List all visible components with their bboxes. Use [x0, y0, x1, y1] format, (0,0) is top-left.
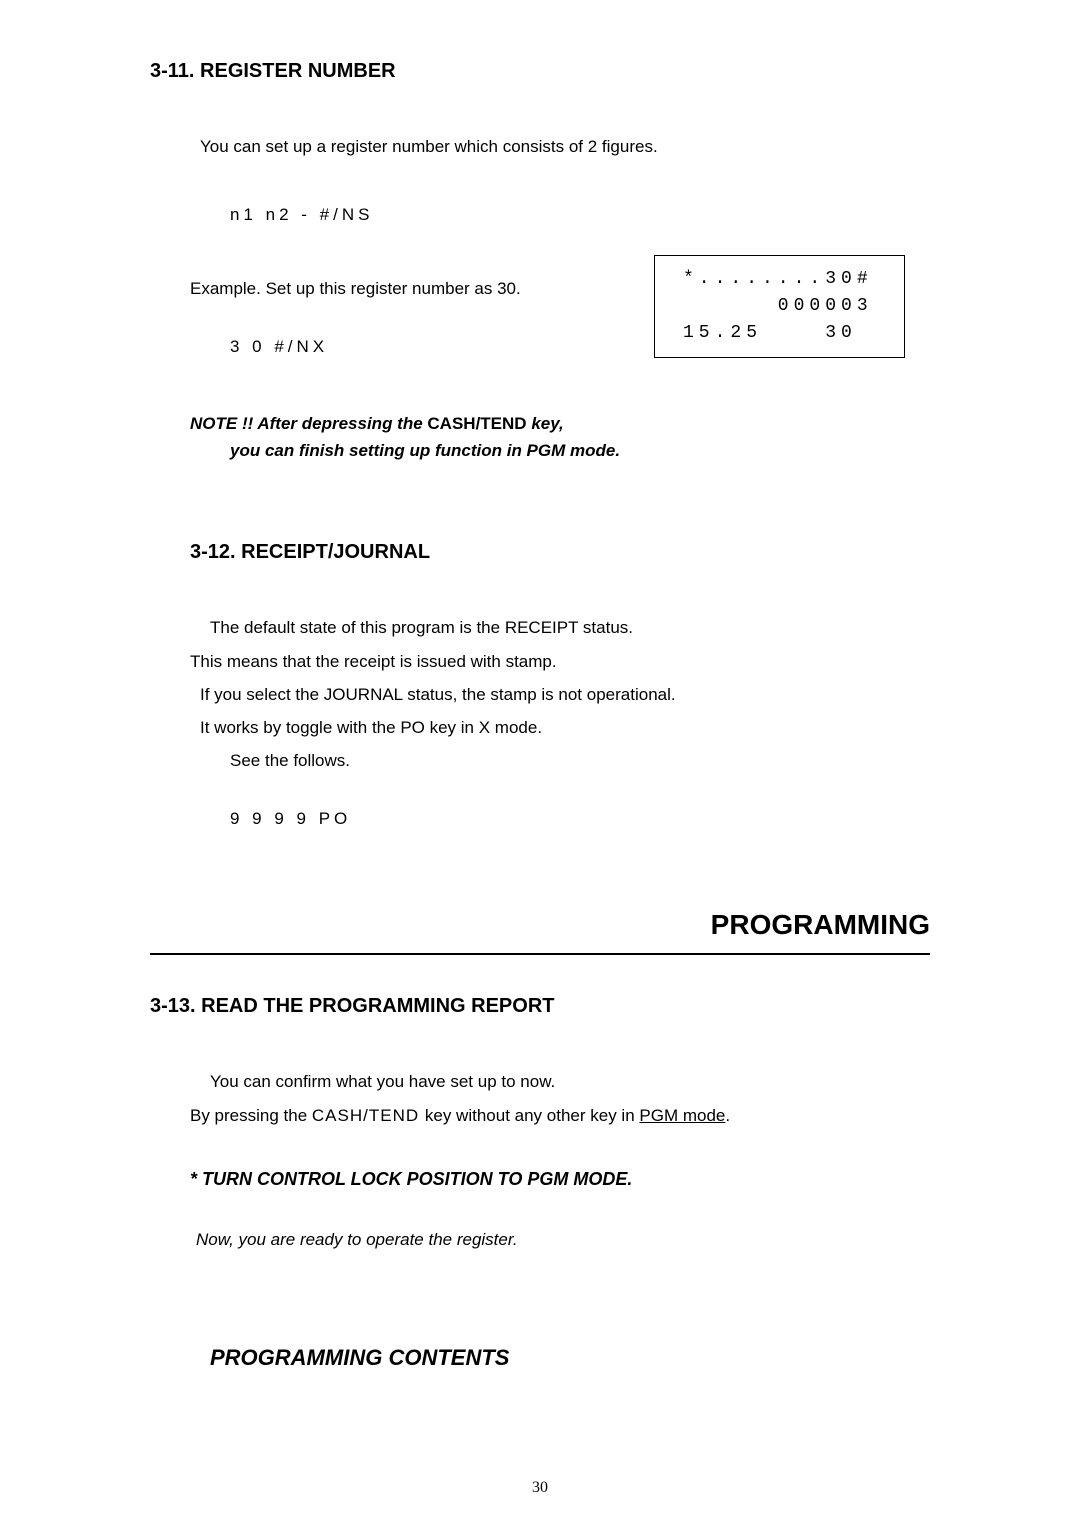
display-line-1: *........30# [683, 266, 876, 293]
cashtend-key-2: CASH/TEND [312, 1106, 425, 1125]
s313-line1: You can confirm what you have set up to … [210, 1068, 930, 1095]
programming-contents: PROGRAMMING CONTENTS [210, 1345, 930, 1371]
heading-313: 3-13. READ THE PROGRAMMING REPORT [150, 995, 930, 1018]
note-pre: NOTE !! After depressing the [190, 414, 427, 433]
divider-line [150, 953, 930, 955]
display-line-2: 000003 [683, 293, 876, 320]
s312-line5: See the follows. [230, 747, 930, 774]
l2-pre: By pressing the [190, 1106, 312, 1125]
s312-kbd: 9 9 9 9 PO [230, 809, 930, 829]
s312-line4: It works by toggle with the PO key in X … [200, 714, 930, 741]
display-line-3: 15.25 30 [683, 320, 876, 347]
display-box: *........30# 000003 15.25 30 [654, 255, 905, 358]
note-1: NOTE !! After depressing the CASH/TEND k… [190, 407, 930, 441]
kbd-line-1: n1 n2 - #/NS [230, 205, 930, 225]
section-313: 3-13. READ THE PROGRAMMING REPORT You ca… [150, 995, 930, 1249]
s312-line2: This means that the receipt is issued wi… [190, 648, 930, 675]
heading-312: 3-12. RECEIPT/JOURNAL [190, 541, 930, 564]
ready-line: Now, you are ready to operate the regist… [196, 1230, 930, 1250]
l2-mid: key without any other key in [425, 1106, 640, 1125]
heading-311: 3-11. REGISTER NUMBER [150, 60, 930, 83]
pgm-mode-underline: PGM mode [639, 1106, 725, 1125]
l2-end: . [725, 1106, 730, 1125]
programming-header: PROGRAMMING [150, 909, 930, 941]
cashtend-label: CASH/TEND [427, 414, 531, 433]
intro-311: You can set up a register number which c… [200, 133, 930, 160]
section-312: 3-12. RECEIPT/JOURNAL The default state … [150, 541, 930, 829]
page-number: 30 [532, 1479, 548, 1497]
note-2: you can finish setting up function in PG… [230, 441, 930, 461]
s312-line3: If you select the JOURNAL status, the st… [200, 681, 930, 708]
note-post: key, [531, 414, 563, 433]
s312-line1: The default state of this program is the… [210, 614, 930, 641]
turn-note: * TURN CONTROL LOCK POSITION TO PGM MODE… [190, 1169, 930, 1190]
s313-line2: By pressing the CASH/TEND key without an… [190, 1102, 930, 1129]
